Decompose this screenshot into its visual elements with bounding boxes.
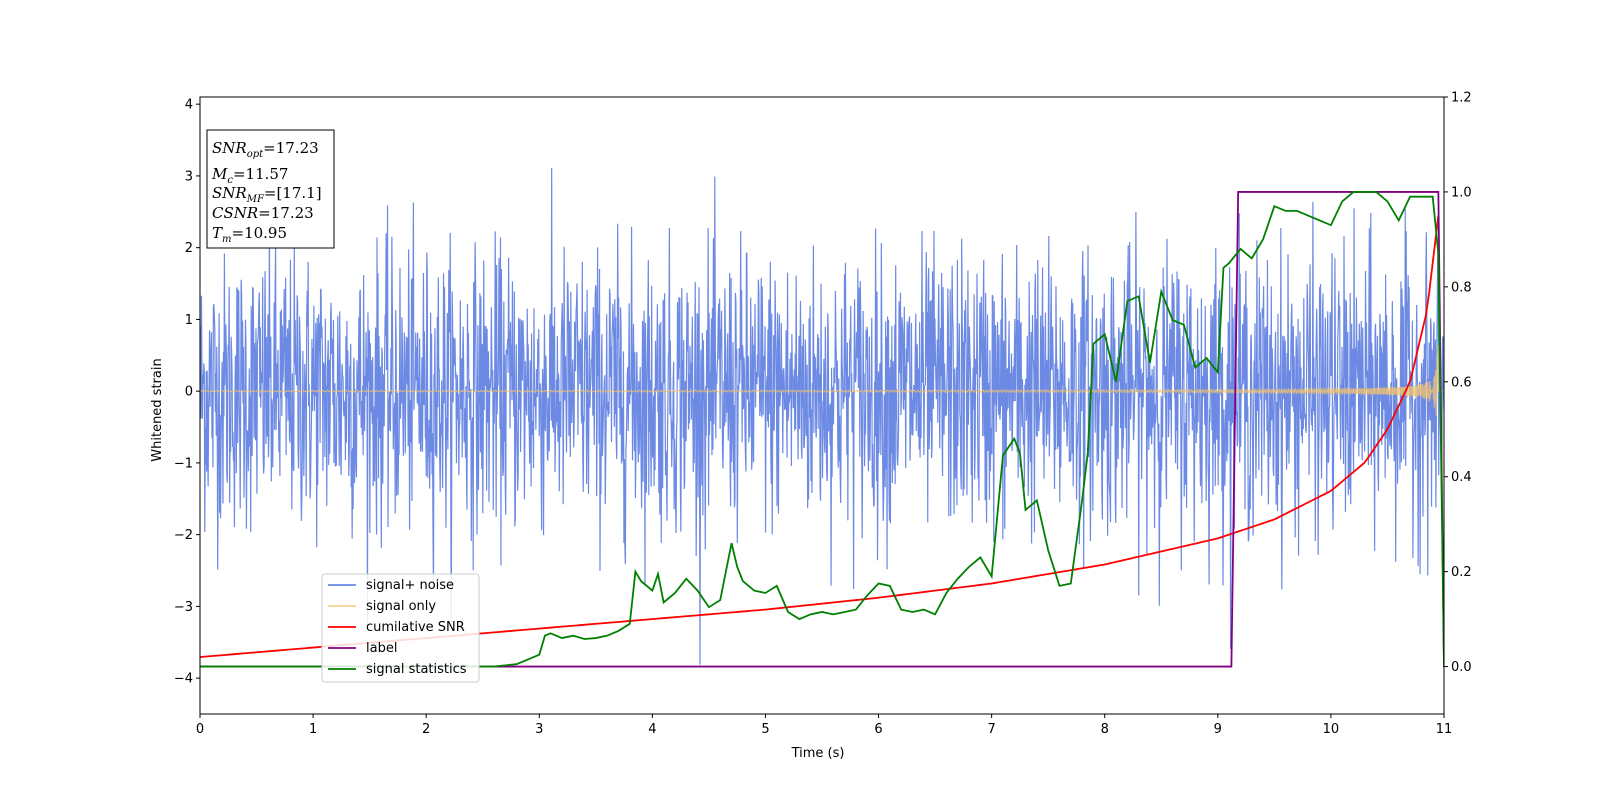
y-tick-label: 3 [185,169,193,184]
y2-tick-label: 0.6 [1451,375,1472,390]
y-tick-label: −2 [174,528,193,543]
info-mc: Mc=11.57 [211,165,288,186]
legend-label: signal+ noise [366,578,454,593]
y-axis-right: 0.0 0.2 0.4 0.6 0.8 1.0 1.2 [1444,91,1472,675]
y-tick-label: 2 [185,241,193,256]
y2-tick-label: 0.8 [1451,280,1472,295]
y2-tick-label: 0.2 [1451,565,1472,580]
legend-label: cumilative SNR [366,620,465,635]
y-tick-label: 4 [185,98,193,113]
x-tick-label: 11 [1436,722,1453,737]
series-signal-noise [200,168,1444,665]
legend-frame [321,573,480,683]
y-tick-label: −3 [174,600,193,615]
x-tick-label: 1 [309,722,317,737]
x-tick-label: 0 [196,722,204,737]
y2-tick-label: 0.0 [1451,660,1472,675]
y-tick-label: 0 [185,385,193,400]
x-axis-label: Time (s) [791,746,845,761]
y2-tick-label: 0.4 [1451,470,1472,485]
x-axis: 0 1 2 3 4 5 6 7 8 9 10 11 [196,714,1452,737]
y-axis-left: −4 −3 −2 −1 0 1 2 3 4 [174,98,200,687]
info-tm: Tm=10.95 [212,224,287,245]
info-box: SNRopt=17.23 Mc=11.57 SNRMF=[17.1] CSNR=… [206,129,335,249]
legend-label: label [366,641,397,656]
info-snr-opt: SNRopt=17.23 [212,139,319,160]
legend-label: signal only [366,599,436,614]
info-snr-mf: SNRMF=[17.1] [212,184,322,205]
axes-frame [199,96,1445,715]
x-tick-label: 10 [1323,722,1340,737]
y-tick-label: −4 [174,672,193,687]
x-tick-label: 2 [422,722,430,737]
info-csnr: CSNR=17.23 [212,204,314,222]
x-tick-label: 8 [1101,722,1109,737]
y2-tick-label: 1.2 [1451,91,1472,106]
info-box-frame [206,129,335,249]
x-tick-label: 6 [874,722,882,737]
series-signal-statistics [200,191,1444,668]
legend: signal+ noise signal only cumilative SNR la… [321,573,480,683]
x-tick-label: 4 [648,722,656,737]
y-axis-label: Whitened strain [150,358,165,461]
x-tick-label: 5 [761,722,769,737]
x-tick-label: 3 [535,722,543,737]
y2-tick-label: 1.0 [1451,185,1472,200]
legend-label: signal statistics [366,662,467,677]
x-tick-label: 7 [987,722,995,737]
y-tick-label: −1 [174,456,193,471]
y-tick-label: 1 [185,313,193,328]
x-tick-label: 9 [1214,722,1222,737]
